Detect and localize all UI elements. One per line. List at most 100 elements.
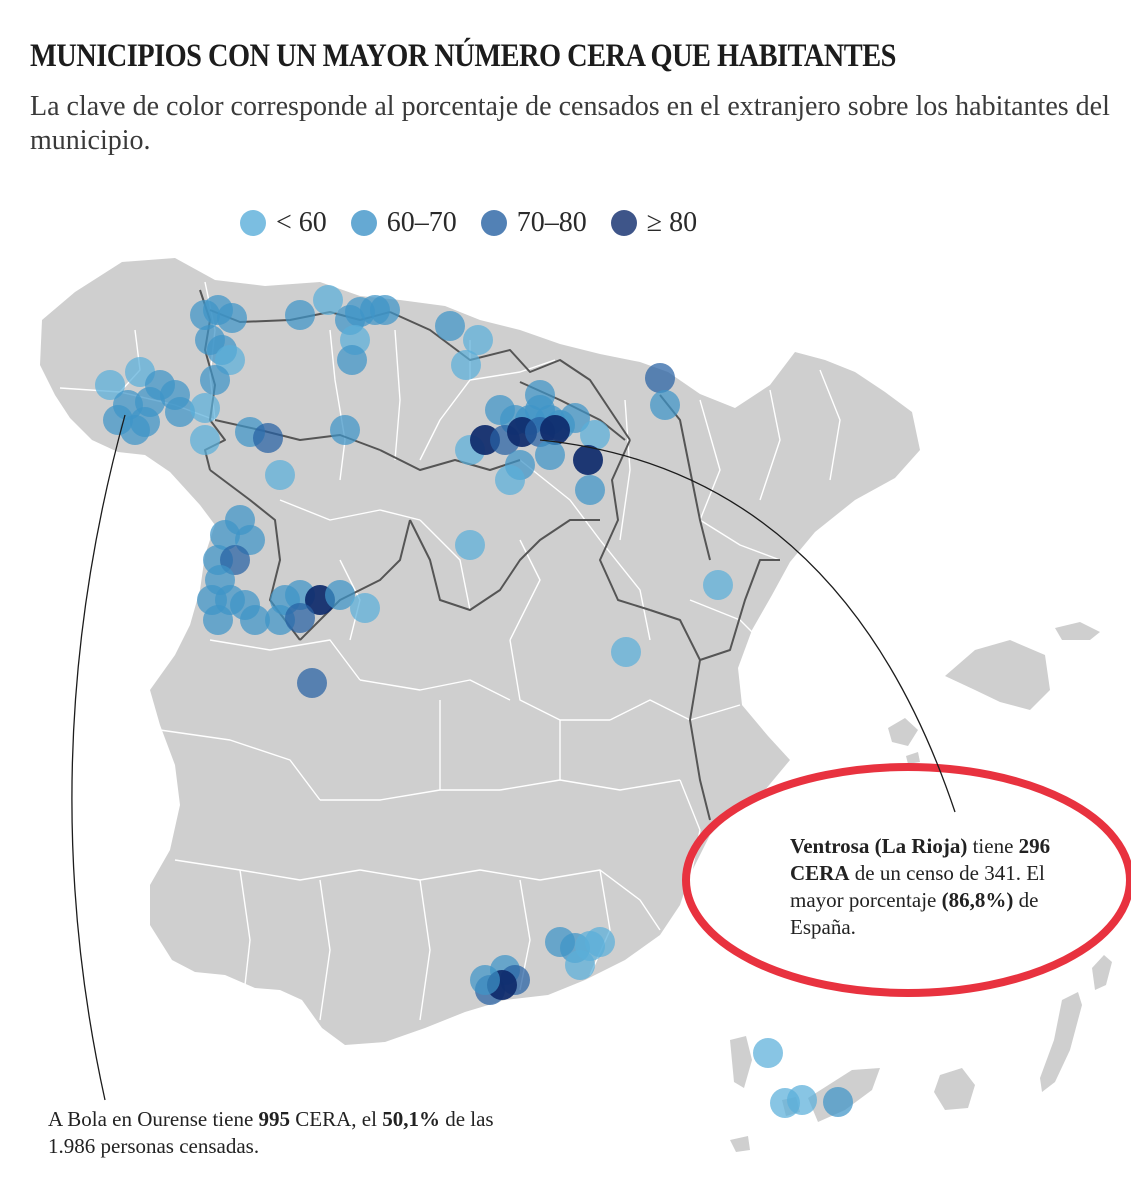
- municipality-bubble-60-70: [823, 1087, 853, 1117]
- province-border: [239, 869, 251, 986]
- bola-text-2: CERA, el: [290, 1107, 383, 1131]
- province-border: [539, 869, 661, 931]
- province-border: [174, 859, 361, 881]
- province-border: [320, 789, 500, 801]
- bola-pct: 50,1%: [382, 1107, 440, 1131]
- municipality-bubble-70-80: [297, 668, 327, 698]
- municipality-bubble-60-70: [370, 295, 400, 325]
- ventrosa-pct: (86,8%): [941, 888, 1014, 912]
- annotation-bola: A Bola en Ourense tiene 995 CERA, el 50,…: [48, 1106, 508, 1160]
- community-border: [649, 559, 780, 661]
- el-hierro-shape: [730, 1136, 750, 1152]
- highlight-ring: [682, 763, 1131, 997]
- municipality-bubble-60-70: [435, 311, 465, 341]
- municipality-bubble-60-70: [470, 965, 500, 995]
- municipality-bubble-lt60: [753, 1038, 783, 1068]
- municipality-bubble-ge80: [573, 445, 603, 475]
- map-title: MUNICIPIOS CON UN MAYOR NÚMERO CERA QUE …: [30, 38, 896, 74]
- legend-swatch-ge80: [610, 210, 637, 236]
- legend-swatch-lt60: [240, 210, 266, 236]
- municipality-bubble-lt60: [265, 460, 295, 490]
- municipality-bubble-lt60: [95, 370, 125, 400]
- municipality-bubble-60-70: [217, 303, 247, 333]
- callout-layer: [71, 414, 1131, 1101]
- menorca-shape: [1055, 622, 1100, 640]
- municipality-bubble-lt60: [463, 325, 493, 355]
- legend-item-lt60: < 60: [240, 207, 327, 239]
- municipality-bubble-60-70: [285, 300, 315, 330]
- province-border: [699, 399, 721, 521]
- bola-text-1: A Bola en Ourense tiene: [48, 1107, 259, 1131]
- color-legend: < 60 60–70 70–80 ≥ 80: [240, 203, 697, 243]
- legend-label-ge80: ≥ 80: [646, 207, 698, 238]
- municipality-bubble-lt60: [455, 530, 485, 560]
- ventrosa-cera: 296 CERA: [790, 834, 1051, 885]
- province-border: [419, 879, 431, 1021]
- legend-label-70-80: 70–80: [516, 207, 587, 238]
- municipality-bubble-70-80: [285, 603, 315, 633]
- province-border: [619, 399, 631, 541]
- community-border: [389, 311, 451, 346]
- legend-swatch-70-80: [480, 210, 507, 236]
- municipality-bubble-lt60: [190, 425, 220, 455]
- municipality-bubble-60-70: [525, 380, 555, 410]
- community-border: [599, 439, 651, 611]
- municipality-bubble-60-70: [240, 605, 270, 635]
- municipality-bubbles: [95, 285, 853, 1118]
- province-border: [419, 519, 471, 611]
- municipality-bubble-lt60: [580, 420, 610, 450]
- legend-item-70-80: 70–80: [480, 207, 587, 239]
- municipality-bubble-60-70: [330, 415, 360, 445]
- province-border: [589, 869, 611, 976]
- municipality-bubble-60-70: [650, 390, 680, 420]
- municipality-bubble-lt60: [703, 570, 733, 600]
- ventrosa-text-3: de España.: [790, 888, 1039, 939]
- municipality-bubble-ge80: [540, 415, 570, 445]
- ventrosa-text-2: de un censo de 341. El mayor porcentaje: [790, 861, 1045, 912]
- municipality-bubble-lt60: [585, 927, 615, 957]
- legend-item-60-70: 60–70: [350, 207, 457, 239]
- province-border: [609, 699, 741, 721]
- municipality-bubble-lt60: [190, 393, 220, 423]
- province-border: [279, 499, 421, 521]
- province-border: [394, 329, 401, 461]
- formentera-shape: [906, 752, 920, 764]
- province-border: [819, 369, 841, 481]
- gran-canaria-shape: [934, 1068, 975, 1110]
- municipality-bubble-60-70: [535, 440, 565, 470]
- municipality-bubble-60-70: [337, 345, 367, 375]
- municipality-bubble-lt60: [495, 465, 525, 495]
- leader-line-bola: [71, 414, 126, 1101]
- municipality-bubble-60-70: [210, 520, 240, 550]
- ventrosa-text-1: tiene: [967, 834, 1019, 858]
- municipality-bubble-60-70: [575, 475, 605, 505]
- municipality-bubble-lt60: [787, 1085, 817, 1115]
- province-border: [159, 729, 321, 801]
- province-border: [679, 779, 701, 881]
- municipality-bubble-lt60: [565, 950, 595, 980]
- community-border: [379, 449, 521, 471]
- municipality-bubble-60-70: [325, 580, 355, 610]
- community-border: [409, 519, 600, 611]
- municipality-bubble-60-70: [203, 605, 233, 635]
- municipality-bubble-60-70: [165, 397, 195, 427]
- map-subtitle: La clave de color corresponde al porcent…: [30, 91, 1110, 156]
- lanzarote-shape: [1092, 955, 1112, 990]
- municipality-bubble-lt60: [313, 285, 343, 315]
- legend-label-lt60: < 60: [276, 207, 327, 238]
- province-border: [329, 329, 346, 481]
- province-border: [209, 639, 361, 681]
- province-border: [519, 459, 601, 541]
- province-border: [699, 519, 781, 561]
- bola-text-3: de las 1.986 personas censadas.: [48, 1107, 494, 1158]
- legend-swatch-60-70: [350, 210, 377, 236]
- bola-cera: 995: [258, 1107, 291, 1131]
- province-border: [319, 879, 331, 1021]
- fuerteventura-shape: [1040, 992, 1082, 1092]
- municipality-bubble-lt60: [451, 350, 481, 380]
- mallorca-shape: [945, 640, 1050, 710]
- peninsula-shape: [40, 258, 920, 1045]
- province-border: [469, 359, 556, 381]
- la-palma-shape: [730, 1036, 752, 1088]
